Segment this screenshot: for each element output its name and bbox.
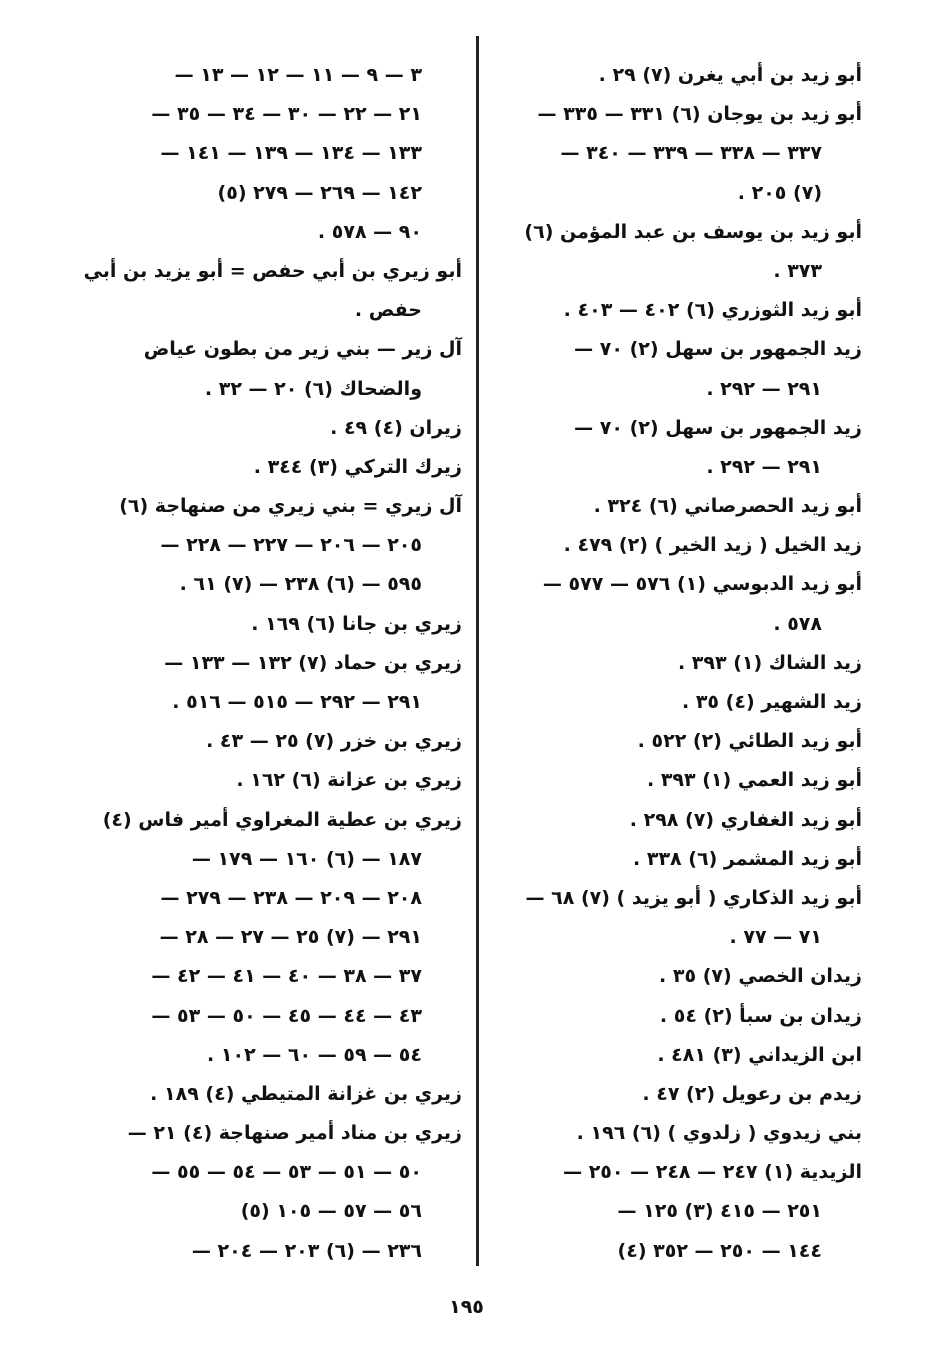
index-entry-line: أبو زيد الحصرصاني (٦) ٣٢٤ . bbox=[593, 495, 862, 518]
index-entry-line: زيدم بن رعويل (٢) ٤٧ . bbox=[642, 1082, 862, 1105]
index-entry-line: ٢٩١ — ٢٩٢ — ٥١٥ — ٥١٦ . bbox=[172, 691, 422, 713]
index-column-left: ٣ — ٩ — ١١ — ١٢ — ١٣ — ٢١ — ٢٢ — ٣٠ — ٣٤ … bbox=[83, 56, 462, 1271]
index-entry-line: ٧١ — ٧٧ . bbox=[729, 926, 822, 949]
index-entry-line: ٢٥١ — ٤١٥ (٣) ١٢٥ — bbox=[617, 1200, 822, 1223]
index-entry-line: زيد الجمهور بن سهل (٢) ٧٠ — bbox=[574, 338, 862, 361]
index-entry-line: حفص . bbox=[354, 299, 422, 322]
index-entry-line: ٢٣٦ — (٦) ٢٠٣ — ٢٠٤ — bbox=[191, 1239, 422, 1262]
index-entry-line: ٥٠ — ٥١ — ٥٣ — ٥٤ — ٥٥ — bbox=[151, 1161, 422, 1184]
index-entry-line: ٩٠ — ٥٧٨ . bbox=[317, 220, 422, 243]
index-entry-line: زيري بن غزانة المتيطي (٤) ١٨٩ . bbox=[150, 1082, 462, 1105]
index-entry-line: أبو زيد الدبوسي (١) ٥٧٦ — ٥٧٧ — bbox=[542, 573, 862, 596]
index-entry-line: ٢٠٥ — ٢٠٦ — ٢٢٧ — ٢٢٨ — bbox=[160, 534, 422, 557]
index-entry-line: أبو زيد الغفاري (٧) ٢٩٨ . bbox=[629, 808, 862, 831]
index-entry-line: زيري بن خزر (٧) ٢٥ — ٤٣ . bbox=[206, 730, 462, 753]
index-entry-line: ١٤٤ — ٢٥٠ — ٣٥٢ (٤) bbox=[617, 1239, 822, 1262]
index-entry-line: أبو زيد المشمر (٦) ٣٣٨ . bbox=[633, 847, 862, 870]
index-entry-line: الزيدية (١) ٢٤٧ — ٢٤٨ — ٢٥٠ — bbox=[563, 1161, 862, 1184]
index-entry-line: ٥٧٨ . bbox=[773, 612, 822, 635]
index-entry-line: زيري بن حماد (٧) ١٣٢ — ١٣٣ — bbox=[164, 651, 462, 674]
index-entry-line: ٢٠٨ — ٢٠٩ — ٢٣٨ — ٢٧٩ — bbox=[160, 886, 422, 909]
column-divider bbox=[476, 36, 479, 1266]
index-entry-line: زيد الشاك (١) ٣٩٣ . bbox=[677, 651, 862, 674]
index-entry-line: أبو زيد الذكاري ( أبو يزيد ) (٧) ٦٨ — bbox=[525, 886, 863, 909]
index-entry-line: ١٣٣ — ١٣٤ — ١٣٩ — ١٤١ — bbox=[160, 142, 422, 165]
index-entry-line: ٣٧٣ . bbox=[773, 259, 822, 282]
index-entry-line: أبو زيد الطائي (٢) ٥٢٢ . bbox=[637, 730, 862, 753]
index-entry-line: ١٨٧ — (٦) ١٦٠ — ١٧٩ — bbox=[191, 847, 422, 870]
index-entry-line: ٣ — ٩ — ١١ — ١٢ — ١٣ — bbox=[174, 64, 422, 86]
index-entry-line: ٣٧ — ٣٨ — ٤٠ — ٤١ — ٤٢ — bbox=[151, 965, 422, 988]
index-entry-line: زيري بن مناد أمير صنهاجة (٤) ٢١ — bbox=[127, 1122, 462, 1145]
index-entry-line: بني زيدوي ( زلدوي ) (٦) ١٩٦ . bbox=[576, 1122, 862, 1145]
index-entry-line: أبو زيد بن أبي يغرن (٧) ٢٩ . bbox=[598, 64, 862, 86]
index-entry-line: ٢١ — ٢٢ — ٣٠ — ٣٤ — ٣٥ — bbox=[151, 103, 422, 126]
index-entry-line: ٤٣ — ٤٤ — ٤٥ — ٥٠ — ٥٣ — bbox=[151, 1004, 422, 1027]
index-entry-line: آل زيري = بني زيري من صنهاجة (٦) bbox=[119, 495, 462, 518]
index-entry-line: زيري بن عزانة (٦) ١٦٢ . bbox=[236, 769, 462, 792]
index-entry-line: ابن الزيداني (٣) ٤٨١ . bbox=[657, 1043, 862, 1066]
index-entry-line: زيد الجمهور بن سهل (٢) ٧٠ — bbox=[574, 416, 862, 439]
page-number: ١٩٥ bbox=[449, 1296, 484, 1318]
index-entry-line: أبو زيد الثوزري (٦) ٤٠٢ — ٤٠٣ . bbox=[563, 299, 862, 322]
index-entry-line: ٣٣٧ — ٣٣٨ — ٣٣٩ — ٣٤٠ — bbox=[560, 142, 822, 165]
index-entry-line: ١٤٢ — ٢٦٩ — ٢٧٩ (٥) bbox=[217, 181, 422, 204]
index-entry-line: والضحاك (٦) ٢٠ — ٣٢ . bbox=[204, 377, 422, 400]
index-entry-line: ٥٩٥ — (٦) ٢٣٨ — (٧) ٦١ . bbox=[179, 573, 422, 596]
index-entry-line: أبو زيد بن يوسف بن عبد المؤمن (٦) bbox=[524, 220, 862, 243]
index-entry-line: زيري بن عطية المغراوي أمير فاس (٤) bbox=[102, 808, 462, 831]
index-entry-line: ٢٩١ — (٧) ٢٥ — ٢٧ — ٢٨ — bbox=[159, 926, 422, 949]
index-entry-line: زيران (٤) ٤٩ . bbox=[330, 416, 462, 439]
index-entry-line: زيد الشهير (٤) ٣٥ . bbox=[681, 691, 862, 713]
index-entry-line: زيرك التركي (٣) ٣٤٤ . bbox=[253, 455, 462, 478]
index-entry-line: ٢٩١ — ٢٩٢ . bbox=[706, 455, 822, 478]
index-entry-line: زيدان الخصي (٧) ٣٥ . bbox=[659, 965, 862, 988]
index-entry-line: ٥٦ — ٥٧ — ١٠٥ (٥) bbox=[240, 1200, 422, 1223]
index-entry-line: أبو زيد بن يوجان (٦) ٣٣١ — ٣٣٥ — bbox=[537, 103, 862, 126]
index-column-right: أبو زيد بن أبي يغرن (٧) ٢٩ . أبو زيد بن ي… bbox=[500, 56, 862, 1271]
index-entry-line: زيري بن جانا (٦) ١٦٩ . bbox=[251, 612, 462, 635]
index-entry-line: ٥٤ — ٥٩ — ٦٠ — ١٠٢ . bbox=[207, 1043, 422, 1066]
index-entry-line: (٧) ٢٠٥ . bbox=[737, 181, 822, 204]
index-entry-line: آل زير — بني زير من بطون عياض bbox=[143, 338, 462, 361]
index-entry-line: أبو زيري بن أبي حفص = أبو يزيد بن أبي bbox=[83, 259, 462, 282]
index-entry-line: زيد الخيل ( زيد الخير ) (٢) ٤٧٩ . bbox=[563, 534, 862, 557]
index-entry-line: زيدان بن سبأ (٢) ٥٤ . bbox=[659, 1004, 862, 1027]
index-entry-line: أبو زيد العمي (١) ٣٩٣ . bbox=[646, 769, 862, 792]
index-entry-line: ٢٩١ — ٢٩٢ . bbox=[706, 377, 822, 400]
